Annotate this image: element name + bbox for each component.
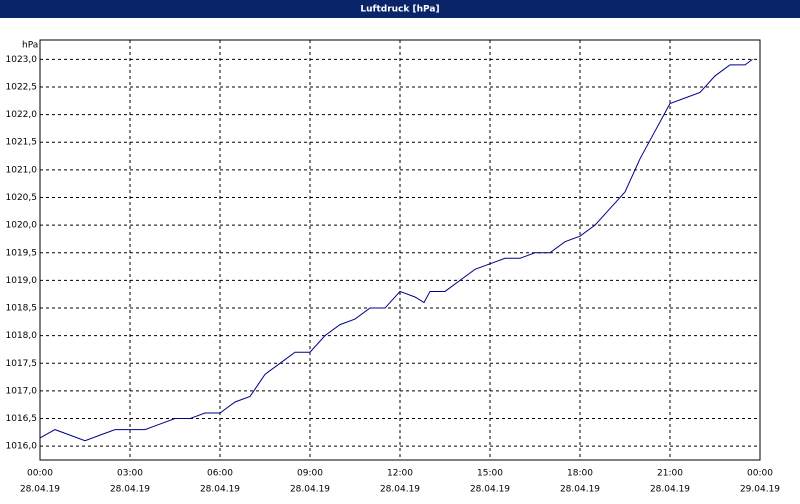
- y-tick-label: 1021,5: [6, 138, 38, 148]
- y-tick-label: 1022,5: [6, 82, 38, 92]
- x-tick-label: 18:00: [567, 469, 593, 479]
- y-tick-label: 1019,0: [6, 276, 38, 286]
- x-tick-label: 03:00: [117, 469, 143, 479]
- x-tick-date: 28.04.19: [560, 485, 600, 495]
- x-tick-label: 15:00: [477, 469, 503, 479]
- x-tick-date: 28.04.19: [200, 485, 240, 495]
- y-tick-label: 1017,5: [6, 359, 38, 369]
- y-tick-label: 1020,0: [6, 221, 38, 231]
- x-tick-date: 29.04.19: [740, 485, 780, 495]
- y-unit: hPa: [22, 41, 38, 51]
- x-tick-date: 28.04.19: [110, 485, 150, 495]
- x-tick-label: 06:00: [207, 469, 233, 479]
- y-tick-label: 1016,0: [6, 442, 38, 452]
- chart-title: Luftdruck [hPa]: [360, 5, 439, 15]
- y-tick-label: 1023,0: [6, 55, 38, 65]
- x-tick-date: 28.04.19: [290, 485, 330, 495]
- x-tick-label: 09:00: [297, 469, 323, 479]
- x-tick-date: 28.04.19: [650, 485, 690, 495]
- y-tick-label: 1018,0: [6, 331, 38, 341]
- x-tick-date: 28.04.19: [20, 485, 60, 495]
- title-bar: [0, 0, 800, 18]
- y-tick-label: 1016,5: [6, 414, 38, 424]
- x-tick-date: 28.04.19: [380, 485, 420, 495]
- x-tick-date: 28.04.19: [470, 485, 510, 495]
- x-tick-label: 00:00: [747, 469, 773, 479]
- line-series: [39, 58, 753, 442]
- y-tick-label: 1019,5: [6, 248, 38, 258]
- x-tick-label: 00:00: [27, 469, 53, 479]
- x-tick-label: 21:00: [657, 469, 683, 479]
- x-tick-label: 12:00: [387, 469, 413, 479]
- y-tick-label: 1018,5: [6, 304, 38, 314]
- y-tick-label: 1022,0: [6, 110, 38, 120]
- y-tick-label: 1017,0: [6, 386, 38, 396]
- y-tick-label: 1021,0: [6, 165, 38, 175]
- y-tick-label: 1020,5: [6, 193, 38, 203]
